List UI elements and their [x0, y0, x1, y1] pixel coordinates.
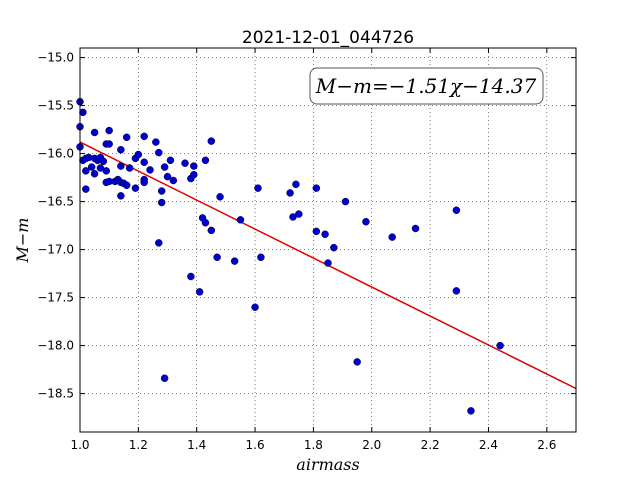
- data-point: [201, 218, 210, 227]
- x-axis-label: airmass: [296, 455, 359, 474]
- data-point: [353, 358, 361, 366]
- data-point: [152, 138, 160, 146]
- data-point: [292, 180, 300, 189]
- data-point: [216, 193, 224, 201]
- data-point: [452, 206, 461, 214]
- data-point: [195, 288, 204, 296]
- data-point: [117, 146, 125, 154]
- data-point: [105, 126, 113, 135]
- data-point: [230, 257, 239, 265]
- data-point: [146, 166, 154, 174]
- x-tick-label: 2.0: [362, 438, 381, 452]
- data-point: [122, 133, 131, 142]
- data-point: [324, 259, 332, 267]
- data-point: [160, 374, 169, 382]
- data-point: [286, 189, 294, 197]
- data-point: [140, 178, 148, 187]
- data-point: [181, 159, 189, 167]
- data-point: [99, 157, 108, 166]
- x-tick-label: 1.0: [70, 438, 89, 452]
- plot-frame: [79, 47, 577, 433]
- data-point: [201, 156, 210, 165]
- data-point: [321, 230, 329, 238]
- y-tick-label: −18.5: [37, 387, 74, 401]
- y-tick-label: −16.5: [37, 195, 74, 209]
- data-point: [190, 170, 198, 179]
- y-tick-label: −18.0: [37, 339, 74, 353]
- fit-equation-label: M−m=−1.51χ−14.37: [315, 74, 537, 98]
- data-point: [452, 287, 461, 295]
- data-point: [102, 167, 111, 175]
- data-point: [496, 341, 504, 350]
- data-point: [388, 233, 396, 241]
- data-point: [140, 158, 148, 166]
- data-point: [155, 148, 163, 157]
- data-point: [90, 128, 99, 137]
- fit-equation-box: M−m=−1.51χ−14.37: [309, 67, 544, 105]
- data-point: [160, 163, 169, 171]
- data-point: [467, 407, 475, 415]
- data-point: [157, 198, 166, 207]
- data-points: [76, 98, 504, 415]
- data-point: [117, 162, 125, 170]
- data-point: [190, 162, 198, 170]
- x-tick-label: 2.4: [479, 438, 498, 452]
- data-point: [312, 184, 321, 192]
- equation-box-frame: [309, 67, 544, 105]
- data-point: [155, 239, 163, 247]
- data-point: [330, 243, 338, 252]
- data-point: [134, 150, 143, 159]
- data-point: [140, 132, 148, 141]
- data-point: [82, 185, 90, 193]
- data-point: [166, 156, 175, 165]
- y-tick-label: −17.5: [37, 291, 74, 305]
- axis-ticks: 1.0 1.2 1.4 1.6 1.8 2.0 2.2 2.4 2.6 −15.0 −15.5 −16…: [37, 48, 576, 452]
- grid: [79, 48, 576, 432]
- data-point: [312, 227, 321, 236]
- x-tick-label: 1.4: [187, 438, 206, 452]
- x-tick-label: 1.6: [246, 438, 265, 452]
- data-point: [163, 172, 172, 181]
- chart-title: 2021-12-01_044726: [242, 28, 414, 48]
- data-point: [411, 224, 420, 233]
- x-tick-label: 1.8: [304, 438, 323, 452]
- data-point: [295, 210, 303, 218]
- data-point: [257, 253, 265, 262]
- data-point: [187, 272, 195, 281]
- data-point: [131, 184, 140, 192]
- y-tick-label: −16.0: [37, 147, 74, 161]
- y-tick-label: −17.0: [37, 243, 74, 257]
- data-point: [207, 226, 216, 235]
- data-point: [79, 108, 87, 117]
- data-point: [207, 137, 216, 145]
- data-point: [105, 140, 113, 148]
- data-point: [122, 181, 131, 190]
- data-point: [87, 163, 96, 171]
- data-point: [236, 216, 245, 224]
- data-point: [213, 253, 221, 262]
- data-point: [157, 187, 166, 195]
- data-point: [90, 170, 99, 178]
- data-point: [254, 184, 262, 192]
- y-axis-label: M−m: [13, 218, 32, 264]
- data-point: [362, 218, 370, 226]
- data-point: [82, 167, 90, 175]
- data-point: [117, 192, 125, 200]
- data-point: [125, 164, 134, 172]
- x-tick-label: 2.2: [421, 438, 440, 452]
- data-point: [169, 176, 178, 185]
- data-point: [251, 303, 259, 311]
- x-tick-label: 1.2: [129, 438, 148, 452]
- x-tick-label: 2.6: [537, 438, 556, 452]
- y-tick-label: −15.0: [37, 51, 74, 65]
- data-point: [341, 197, 350, 206]
- y-tick-label: −15.5: [37, 99, 74, 113]
